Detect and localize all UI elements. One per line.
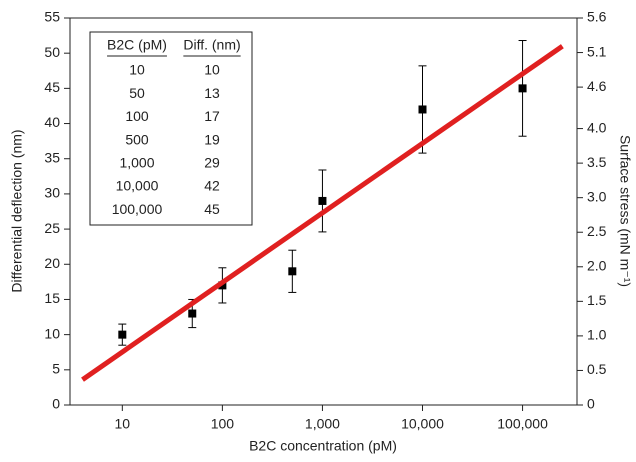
fit-line: [81, 44, 564, 382]
y-tick-label: 40: [44, 114, 60, 130]
y-tick-label: 5: [52, 361, 60, 377]
x-tick-label: 100,000: [497, 416, 548, 432]
table-cell: 50: [129, 85, 145, 101]
table-cell: 29: [204, 155, 220, 171]
table-cell: 19: [204, 131, 220, 147]
y2-tick-label: 3.5: [587, 154, 607, 170]
table-cell: 10,000: [116, 178, 159, 194]
y-tick-label: 45: [44, 79, 60, 95]
y2-tick-label: 1.0: [587, 327, 607, 343]
table-cell: 45: [204, 201, 220, 217]
table-header: Diff. (nm): [183, 37, 240, 53]
y-tick-label: 50: [44, 44, 60, 60]
y2-tick-label: 3.0: [587, 188, 607, 204]
table-cell: 42: [204, 178, 220, 194]
point: [188, 309, 197, 318]
y2-tick-label: 5.6: [587, 9, 607, 25]
y2-tick-label: 2.5: [587, 223, 607, 239]
x-tick-label: 1,000: [305, 416, 340, 432]
point: [518, 84, 527, 93]
y2-axis-title: Surface stress (mN m⁻¹): [617, 135, 633, 287]
table-cell: 10: [129, 62, 145, 78]
point: [288, 267, 297, 276]
y2-tick-label: 4.6: [587, 78, 607, 94]
table-cell: 500: [125, 131, 149, 147]
y2-tick-label: 0.5: [587, 361, 607, 377]
table-cell: 100: [125, 108, 149, 124]
table-cell: 1,000: [119, 155, 154, 171]
y2-tick-label: 0: [587, 396, 595, 412]
point: [418, 105, 427, 114]
y-axis-title: Differential deflection (nm): [9, 129, 25, 292]
y-tick-label: 55: [44, 9, 60, 25]
x-tick-label: 100: [211, 416, 235, 432]
y-tick-label: 25: [44, 220, 60, 236]
y-tick-label: 15: [44, 290, 60, 306]
x-axis-title: B2C concentration (pM): [249, 438, 397, 454]
y-tick-label: 30: [44, 185, 60, 201]
point: [318, 196, 327, 205]
y2-tick-label: 5.1: [587, 43, 607, 59]
y-tick-label: 20: [44, 255, 60, 271]
x-tick-label: 10,000: [401, 416, 444, 432]
y-tick-label: 0: [52, 396, 60, 412]
table-cell: 10: [204, 62, 220, 78]
x-tick-label: 10: [115, 416, 131, 432]
y-tick-label: 35: [44, 149, 60, 165]
table-cell: 100,000: [112, 201, 163, 217]
y2-tick-label: 2.0: [587, 257, 607, 273]
y2-tick-label: 1.5: [587, 292, 607, 308]
y-tick-label: 10: [44, 325, 60, 341]
table-cell: 13: [204, 85, 220, 101]
table-cell: 17: [204, 108, 220, 124]
inset-table-box: [89, 31, 253, 226]
y2-tick-label: 4.0: [587, 119, 607, 135]
plot-frame: [69, 17, 578, 406]
table-header: B2C (pM): [107, 37, 167, 53]
point: [118, 330, 127, 339]
